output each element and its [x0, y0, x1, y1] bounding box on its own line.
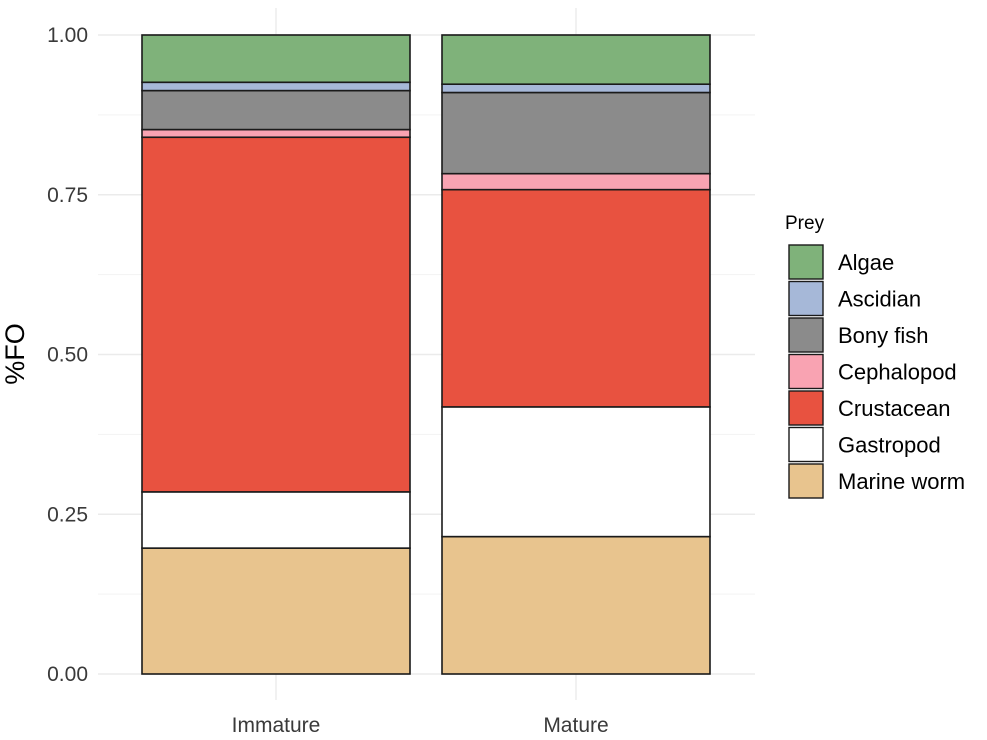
- bar-immature-marine-worm: [141, 547, 411, 675]
- legend-label: Algae: [838, 250, 894, 275]
- y-axis-ticks: 0.00 0.25 0.50 0.75 1.00: [47, 24, 88, 686]
- legend: Prey Algae Ascidian Bony fish Cephalopod Cru…: [785, 213, 965, 499]
- legend-swatch-gastropod: [788, 426, 824, 463]
- legend-title: Prey: [785, 213, 825, 234]
- legend-label: Bony fish: [838, 323, 929, 348]
- legend-label: Gastropod: [838, 433, 941, 458]
- bar-immature-crustacean: [141, 136, 411, 493]
- legend-swatch-algae: [788, 244, 824, 280]
- y-tick-label: 0.75: [47, 184, 88, 207]
- bar-mature-bony-fish: [441, 91, 711, 175]
- y-tick-label: 0.00: [47, 663, 88, 686]
- legend-swatch-crustacean: [788, 390, 824, 426]
- legend-label: Marine worm: [838, 469, 965, 494]
- legend-label: Crustacean: [838, 396, 951, 421]
- legend-swatch-marine-worm: [788, 463, 824, 499]
- legend-swatch-cephalopod: [788, 353, 824, 390]
- bar-mature-crustacean: [441, 188, 711, 408]
- x-tick-label: Immature: [232, 714, 321, 737]
- bar-mature-marine-worm: [441, 535, 711, 675]
- bars: [141, 34, 711, 675]
- x-axis-ticks: Immature Mature: [232, 714, 609, 737]
- x-tick-label: Mature: [543, 714, 608, 737]
- legend-label: Ascidian: [838, 287, 921, 312]
- bar-mature-algae: [441, 34, 711, 86]
- legend-swatch-bony-fish: [788, 317, 824, 353]
- y-tick-label: 0.50: [47, 344, 88, 367]
- y-axis-title: %FO: [0, 323, 30, 385]
- bar-mature-cephalopod: [441, 172, 711, 191]
- legend-swatch-ascidian: [788, 280, 824, 317]
- y-tick-label: 1.00: [47, 24, 88, 47]
- bar-immature-bony-fish: [141, 89, 411, 131]
- legend-label: Cephalopod: [838, 360, 957, 385]
- bar-immature-gastropod: [141, 491, 411, 549]
- bar-immature-algae: [141, 34, 411, 84]
- bar-immature-ascidian: [141, 81, 411, 92]
- bar-mature-gastropod: [441, 406, 711, 538]
- bar-immature-cephalopod: [141, 128, 411, 139]
- y-tick-label: 0.25: [47, 503, 88, 526]
- bar-mature-ascidian: [441, 83, 711, 94]
